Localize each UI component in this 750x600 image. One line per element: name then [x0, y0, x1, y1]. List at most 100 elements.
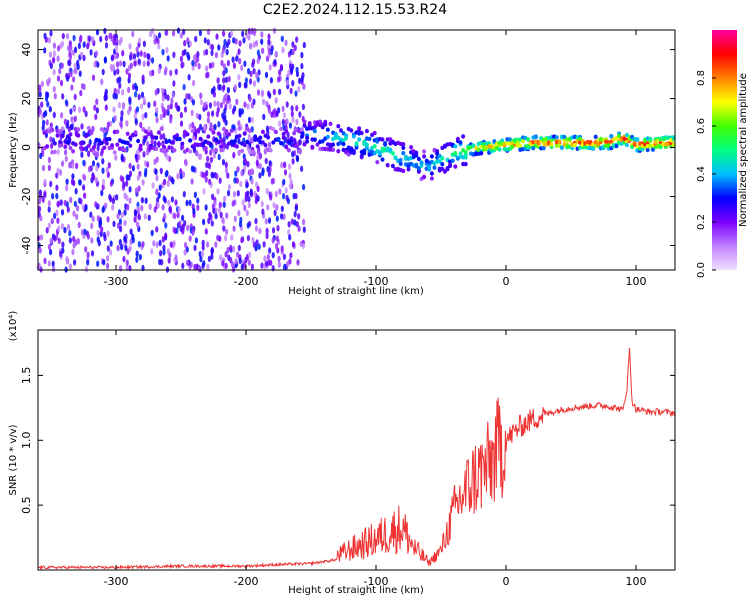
heatmap-cell [105, 125, 110, 133]
heatmap-cell [463, 153, 468, 158]
heatmap-cell [147, 101, 151, 109]
heatmap-cell [290, 110, 294, 118]
heatmap-cell [127, 86, 131, 94]
heatmap-cell [445, 167, 450, 172]
heatmap-cell [40, 101, 44, 108]
heatmap-cell [206, 111, 211, 118]
heatmap-cell [336, 149, 341, 154]
heatmap-cell [271, 140, 276, 145]
heatmap-cell [288, 163, 292, 170]
heatmap-cell [125, 264, 129, 272]
heatmap-cell [49, 62, 54, 69]
heatmap-cell [252, 98, 256, 106]
heatmap-cell [260, 38, 264, 45]
heatmap-cell [166, 55, 170, 62]
heatmap-cell [281, 135, 286, 140]
heatmap-cell [69, 70, 73, 78]
heatmap-cell [52, 111, 56, 119]
heatmap-cell [128, 143, 133, 148]
heatmap-cell [281, 118, 285, 126]
heatmap-cell [88, 139, 92, 146]
heatmap-cell [264, 157, 268, 165]
heatmap-cell [216, 234, 220, 241]
heatmap-cell [268, 141, 272, 148]
heatmap-cell [427, 164, 432, 169]
heatmap-cell [95, 165, 99, 172]
heatmap-cell [249, 70, 253, 78]
heatmap-cell [247, 68, 251, 75]
heatmap-cell [224, 76, 228, 84]
heatmap-cell [217, 207, 221, 214]
heatmap-cell [268, 148, 273, 153]
heatmap-cell [401, 142, 406, 147]
heatmap-cell [263, 142, 268, 148]
heatmap-cell [515, 140, 520, 145]
heatmap-cell [234, 258, 238, 265]
heatmap-cell [238, 111, 242, 118]
heatmap-cell [243, 261, 247, 268]
heatmap-x-tick-label: -100 [364, 275, 389, 288]
heatmap-cell [301, 242, 306, 250]
heatmap-cell [401, 150, 406, 156]
heatmap-cell [409, 145, 414, 150]
heatmap-cell [270, 111, 274, 118]
heatmap-cell [289, 87, 293, 95]
heatmap-cell [267, 170, 271, 178]
heatmap-cell [385, 163, 390, 168]
heatmap-cell [291, 48, 295, 56]
heatmap-cell [198, 250, 202, 258]
heatmap-cell [282, 112, 287, 119]
colorbar-tick-label: 0.2 [696, 214, 707, 230]
heatmap-cell [249, 188, 253, 195]
heatmap-cell [163, 178, 167, 186]
heatmap-cell [104, 34, 108, 42]
heatmap-cell [142, 151, 146, 158]
heatmap-cell [255, 159, 259, 166]
heatmap-cell [116, 222, 120, 229]
heatmap-cell [136, 174, 140, 181]
heatmap-cell [84, 266, 89, 273]
heatmap-cell [234, 38, 238, 45]
heatmap-cell [293, 44, 297, 52]
heatmap-cell [226, 172, 230, 179]
heatmap-cell [648, 136, 653, 142]
heatmap-cell [206, 134, 211, 139]
heatmap-cell [190, 178, 194, 185]
heatmap-cell [66, 224, 71, 231]
heatmap-cell [188, 40, 193, 47]
heatmap-x-tick-label: -200 [234, 275, 259, 288]
heatmap-cell [166, 180, 170, 187]
heatmap-cell [640, 147, 645, 152]
heatmap-cell [76, 59, 80, 67]
heatmap-cell [91, 215, 95, 223]
heatmap-cell [254, 244, 258, 252]
heatmap-cell [227, 184, 232, 191]
heatmap-cell [135, 85, 139, 92]
heatmap-cell [118, 82, 122, 89]
heatmap-cell [123, 235, 127, 243]
heatmap-cell [250, 178, 254, 185]
heatmap-cell [43, 178, 47, 186]
heatmap-cell [265, 100, 269, 108]
heatmap-cell [101, 68, 105, 76]
heatmap-cell [159, 126, 164, 131]
heatmap-cell [281, 131, 286, 137]
heatmap-cell [227, 75, 231, 83]
heatmap-cell [398, 161, 403, 166]
heatmap-cell [221, 216, 225, 224]
heatmap-cell [268, 160, 272, 167]
heatmap-cell [174, 254, 178, 261]
heatmap-cell [58, 129, 63, 134]
heatmap-cell [222, 77, 226, 84]
colorbar-tick-label: 0.6 [696, 118, 707, 134]
heatmap-cell [210, 220, 214, 227]
heatmap-cell [205, 170, 209, 177]
heatmap-cell [222, 63, 226, 70]
heatmap-cell [262, 113, 266, 121]
heatmap-cell [208, 62, 212, 69]
heatmap-cell [188, 235, 192, 242]
heatmap-cell [208, 127, 213, 132]
heatmap-cell [214, 212, 218, 220]
heatmap-cell [163, 197, 167, 204]
heatmap-cell [156, 130, 161, 135]
